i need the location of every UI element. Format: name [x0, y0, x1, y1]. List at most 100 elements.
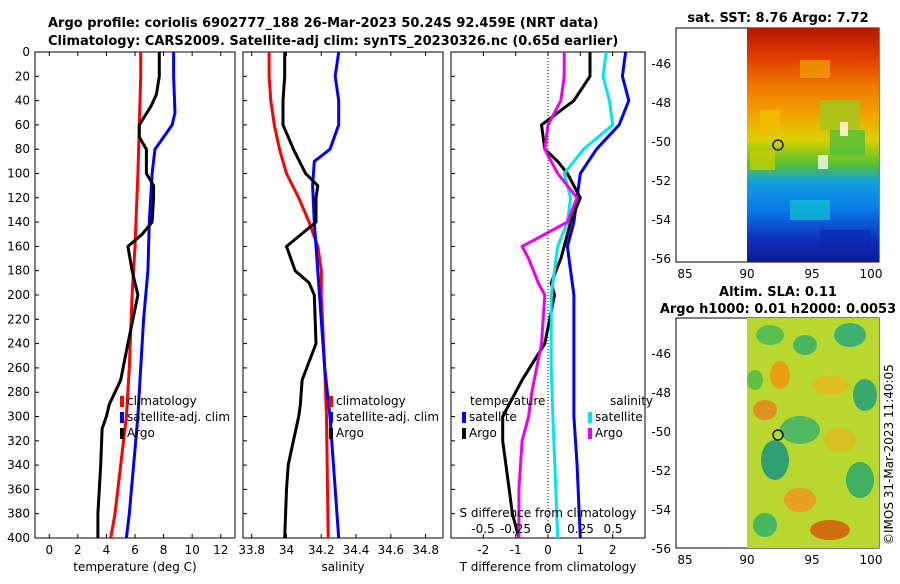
- depth-tick-label: 40: [15, 94, 30, 108]
- salinity-difference-ticks: -0.5 -0.25 0 0.25 0.5: [471, 522, 622, 536]
- x-tick-label: 34: [279, 543, 294, 557]
- sla-map: Altim. SLA: 0.11 Argo h1000: 0.01 h2000:…: [651, 285, 896, 567]
- sst-map-ticks: 85 90 95 100 -46 -48 -50 -52 -54 -56: [651, 57, 882, 281]
- depth-tick-label: 20: [15, 69, 30, 83]
- map-x-tick-label: 100: [860, 267, 883, 281]
- sst-map-title: sat. SST: 8.76 Argo: 7.72: [687, 11, 868, 26]
- map-y-tick-label: -54: [651, 503, 671, 517]
- depth-axis: 0 20 40 60 80 100 120 140 160 180 200 220 240 260 280 3…: [7, 45, 455, 545]
- sla-map-title-1: Altim. SLA: 0.11: [719, 285, 837, 300]
- legend-t-title: temperature: [470, 394, 545, 408]
- salinity-legend-2-swatch: [329, 428, 333, 439]
- watermark: ©IMOS 31-Mar-2023 11:40:05: [882, 364, 896, 545]
- legend-s-title: salinity: [610, 394, 653, 408]
- salinity-legend-1-label: satellite-adj. clim: [336, 410, 439, 424]
- map-y-tick-label: -54: [651, 213, 671, 227]
- temperature-legend-1-swatch: [120, 412, 124, 423]
- legend-t-argo-swatch: [462, 428, 466, 439]
- x-tick-label: 4: [103, 543, 111, 557]
- temperature-legend-0-label: climatology: [127, 394, 197, 408]
- map-x-tick-label: 85: [677, 553, 692, 567]
- x-tick-label: 2: [609, 543, 617, 557]
- map-y-tick-label: -50: [651, 135, 671, 149]
- temperature-series-group: [96, 52, 177, 538]
- depth-tick-label: 200: [7, 288, 30, 302]
- legends: climatology satellite-adj. clim Argo climat…: [120, 394, 653, 440]
- depth-tick-label: 60: [15, 118, 30, 132]
- temperature-xlabel: temperature (deg C): [73, 560, 196, 574]
- legend-s-satellite-swatch: [588, 412, 592, 423]
- depth-tick-label: 120: [7, 191, 30, 205]
- x-tick-label: 6: [131, 543, 139, 557]
- x-tick-label: -1: [510, 543, 522, 557]
- depth-tick-label: 260: [7, 361, 30, 375]
- legend-s-argo-swatch: [588, 428, 592, 439]
- s-diff-tick-label: -0.25: [500, 522, 531, 536]
- chart-lines: [96, 52, 631, 538]
- depth-tick-label: 360: [7, 482, 30, 496]
- temperature-legend-1-label: satellite-adj. clim: [127, 410, 230, 424]
- chart-axes: 0 2 4 6 8 10 12 33.8 34 34.2 34.4 34.6 34.8 -2 -1 0 1 2: [45, 52, 616, 557]
- depth-tick-label: 80: [15, 142, 30, 156]
- x-tick-label: 1: [577, 543, 585, 557]
- salinity-satellite-adj-clim-line: [311, 52, 341, 538]
- temperature-legend-2-label: Argo: [127, 426, 155, 440]
- depth-tick-label: 240: [7, 337, 30, 351]
- temperature-legend-2-swatch: [120, 428, 124, 439]
- depth-tick-label: 100: [7, 167, 30, 181]
- map-y-tick-label: -52: [651, 464, 671, 478]
- s-diff-tick-label: 0.5: [603, 522, 622, 536]
- depth-tick-label: 220: [7, 312, 30, 326]
- temperature-argo-line: [96, 52, 161, 538]
- map-y-tick-label: -46: [651, 347, 671, 361]
- sst-map-patches: [750, 60, 870, 250]
- sla-map-title-2: Argo h1000: 0.01 h2000: 0.0053: [660, 302, 896, 317]
- map-y-tick-label: -48: [651, 96, 671, 110]
- depth-tick-label: 300: [7, 410, 30, 424]
- x-tick-label: 8: [160, 543, 168, 557]
- temperature-climatology-line: [109, 52, 143, 538]
- x-tick-label: -2: [477, 543, 489, 557]
- map-y-tick-label: -56: [651, 252, 671, 266]
- s-diff-tick-label: 0: [544, 522, 552, 536]
- salinity-legend-1-swatch: [329, 412, 333, 423]
- legend-t-satellite-label: satellite: [469, 410, 517, 424]
- map-y-tick-label: -46: [651, 57, 671, 71]
- title-line-1: Argo profile: coriolis 6902777_188 26-Ma…: [48, 16, 599, 31]
- depth-tick-label: 280: [7, 385, 30, 399]
- s-diff-tick-label: -0.5: [471, 522, 494, 536]
- legend-s-argo-label: Argo: [595, 426, 623, 440]
- depth-tick-label: 400: [7, 531, 30, 545]
- salinity-legend-0-label: climatology: [336, 394, 406, 408]
- map-x-tick-label: 85: [677, 267, 692, 281]
- s-diff-tick-label: 0.25: [567, 522, 594, 536]
- difference-xlabel: T difference from climatology: [459, 560, 637, 574]
- depth-tick-label: 140: [7, 215, 30, 229]
- sst-argo-location-marker: [772, 139, 784, 151]
- map-x-tick-label: 90: [739, 553, 754, 567]
- depth-tick-label: 160: [7, 239, 30, 253]
- legend-s-satellite-label: satellite: [595, 410, 643, 424]
- legend-t-argo-label: Argo: [469, 426, 497, 440]
- salinity-series-group: [267, 52, 341, 538]
- temperature-legend-0-swatch: [120, 396, 124, 407]
- map-x-tick-label: 95: [804, 267, 819, 281]
- sla-map-ticks: 85 90 95 100 -46 -48 -50 -52 -54 -56: [651, 347, 882, 567]
- map-y-tick-label: -50: [651, 425, 671, 439]
- salinity-difference-xlabel: S difference from climatology: [460, 506, 637, 520]
- difference-s-satellite-line: [549, 52, 615, 538]
- x-tick-label: 0: [544, 543, 552, 557]
- salinity-argo-line: [281, 52, 320, 538]
- depth-tick-label: 0: [22, 45, 30, 59]
- map-x-tick-label: 90: [739, 267, 754, 281]
- x-tick-label: 34.2: [308, 543, 335, 557]
- map-x-tick-label: 95: [804, 553, 819, 567]
- x-tick-label: 34.8: [412, 543, 439, 557]
- depth-tick-label: 340: [7, 458, 30, 472]
- temperature-satellite-adj-clim-line: [124, 52, 177, 538]
- x-tick-label: 34.4: [343, 543, 370, 557]
- x-tick-label: 12: [213, 543, 228, 557]
- depth-tick-label: 380: [7, 507, 30, 521]
- title-line-2: Climatology: CARS2009. Satellite-adj cli…: [48, 34, 618, 49]
